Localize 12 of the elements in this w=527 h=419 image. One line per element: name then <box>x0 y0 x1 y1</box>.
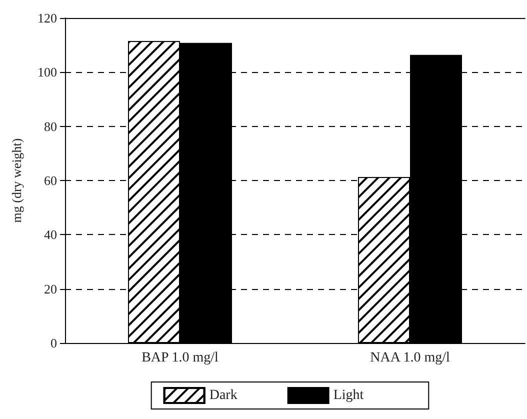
y-tick-label: 80 <box>44 118 57 134</box>
x-tick-label: BAP 1.0 mg/l <box>142 350 219 366</box>
y-tick-label: 20 <box>44 281 57 296</box>
y-tick-label: 100 <box>38 64 57 80</box>
y-axis-title: mg (dry weight) <box>9 138 24 223</box>
legend-label: Light <box>333 388 364 403</box>
y-tick-label: 60 <box>44 173 57 188</box>
x-tick-label: NAA 1.0 mg/l <box>370 350 450 366</box>
y-tick-label: 120 <box>38 10 57 26</box>
y-tick-label: 0 <box>50 336 57 350</box>
y-tick-label: 40 <box>44 227 57 242</box>
legend-label: Dark <box>209 388 238 403</box>
